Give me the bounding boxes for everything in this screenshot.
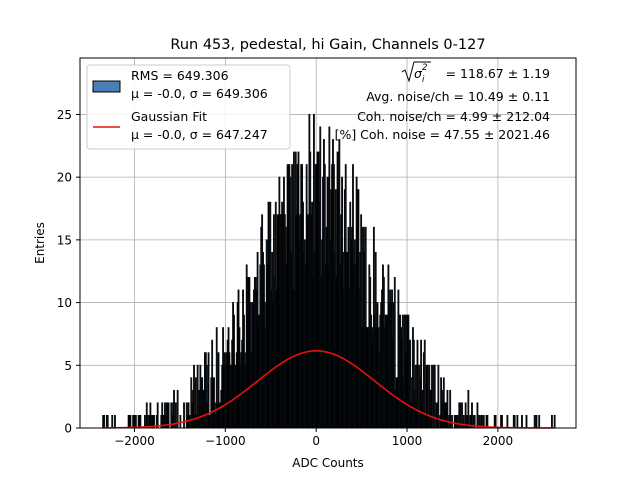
histogram-bar (416, 339, 419, 429)
plot-frame (79, 57, 577, 429)
x-tick-label: −2000 (114, 434, 155, 448)
annotation-avg-noise: Avg. noise/ch = 10.49 ± 0.11 (366, 89, 550, 104)
histogram-bar (553, 415, 556, 429)
histogram-bar (533, 415, 536, 429)
legend-fit-label: Gaussian Fit (131, 109, 207, 124)
annotation-coh-noise-percent: [%] Coh. noise = 47.55 ± 2021.46 (335, 127, 550, 142)
histogram-bar (513, 415, 516, 429)
histogram-bar (111, 415, 114, 429)
histogram-bar (538, 415, 541, 429)
histogram-bar (516, 415, 519, 429)
histogram-bar (139, 415, 142, 429)
histogram-bar (525, 415, 528, 429)
histogram-bar (114, 415, 116, 429)
histogram-bar (103, 415, 105, 429)
histogram-bar (456, 415, 459, 429)
x-tick-label: 2000 (483, 434, 514, 448)
histogram-bar (535, 415, 538, 429)
legend-box (86, 64, 291, 150)
y-tick-label: 25 (57, 108, 72, 122)
x-tick-label: −1000 (205, 434, 246, 448)
svg-text:σ: σ (414, 66, 423, 81)
chart-title: Run 453, pedestal, hi Gain, Channels 0-1… (170, 37, 485, 53)
y-tick-label: 5 (64, 359, 72, 373)
histogram-bar (506, 415, 509, 429)
histogram-bar (521, 415, 523, 429)
y-axis-label: Entries (33, 222, 47, 264)
histogram-bar (551, 415, 553, 429)
histogram-bar (188, 415, 191, 429)
histogram-bar (129, 415, 132, 429)
histogram-bar (494, 415, 497, 429)
histogram-bar (183, 402, 185, 429)
x-axis-ticks: −2000 −1000 0 1000 2000 (114, 428, 513, 448)
legend-histogram-stats: μ = -0.0, σ = 649.306 (131, 86, 268, 101)
x-tick-label: 1000 (392, 434, 423, 448)
svg-text:2: 2 (422, 63, 427, 73)
svg-text:i: i (422, 75, 425, 85)
legend-fit-stats: μ = -0.0, σ = 647.247 (131, 127, 268, 142)
y-tick-label: 10 (57, 296, 72, 310)
histogram-bar (467, 389, 470, 429)
y-tick-label: 0 (64, 422, 72, 436)
x-axis-label: ADC Counts (292, 456, 364, 470)
histogram-bar (454, 415, 457, 429)
histogram-bar (179, 415, 182, 429)
y-axis-ticks: 0 5 10 15 20 25 (57, 108, 80, 436)
histogram-bar (137, 415, 140, 429)
histogram-bar (476, 402, 479, 429)
histogram-bar (156, 402, 159, 429)
gaussian-fit-curve (102, 350, 555, 429)
annotation-sigma: = 118.67 ± 1.19 (446, 66, 550, 81)
histogram-bar (134, 415, 137, 429)
sqrt-sigma-symbol: σ 2 i (401, 61, 431, 85)
noise-annotations: σ 2 i = 118.67 ± 1.19 Avg. noise/ch = 10… (335, 61, 550, 142)
legend-histogram-swatch (92, 80, 121, 93)
annotation-coh-noise: Coh. noise/ch = 4.99 ± 212.04 (357, 109, 550, 124)
histogram-bar (431, 364, 433, 429)
y-tick-label: 20 (57, 171, 72, 185)
histogram-bar (173, 389, 175, 429)
legend: RMS = 649.306 μ = -0.0, σ = 649.306 Gaus… (86, 64, 291, 150)
x-tick-label: 0 (312, 434, 320, 448)
histogram-bar (462, 415, 465, 429)
histogram-bar (471, 402, 473, 429)
y-tick-label: 15 (57, 233, 72, 247)
histogram-bar (451, 415, 453, 429)
histogram-bar (106, 415, 109, 429)
histogram-bar (501, 415, 503, 429)
legend-histogram-label: RMS = 649.306 (131, 68, 229, 83)
